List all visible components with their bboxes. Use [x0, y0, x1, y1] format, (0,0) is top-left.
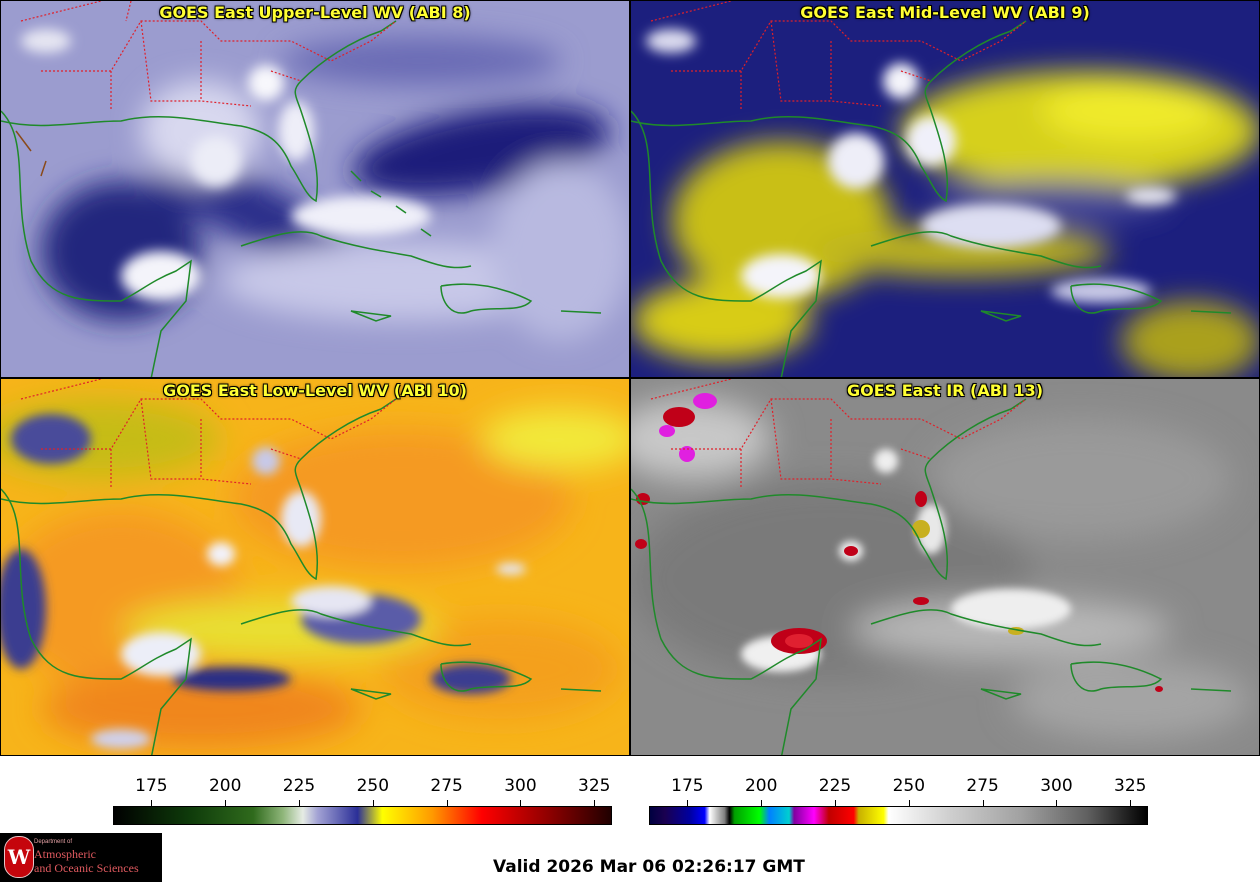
low-level-wv-image	[1, 379, 629, 755]
wv-tick-label: 275	[430, 776, 463, 796]
upper-level-wv-image	[1, 1, 629, 377]
logo-oceanic-text: and Oceanic Sciences	[34, 861, 139, 875]
wv-tick-mark	[225, 800, 227, 806]
panel-upper-level-wv: GOES East Upper-Level WV (ABI 8)	[0, 0, 630, 378]
ir-tick-label: 250	[892, 776, 926, 796]
wv-tick-label: 325	[578, 776, 611, 796]
panel-mid-level-wv: GOES East Mid-Level WV (ABI 9)	[630, 0, 1260, 378]
ir-tick-mark	[982, 800, 984, 806]
ir-tick-label: 200	[744, 776, 778, 796]
logo-department-text: Department of	[34, 839, 73, 845]
wv-tick-label: 300	[504, 776, 537, 796]
wv-tick-mark	[299, 800, 301, 806]
wv-tick-label: 250	[356, 776, 390, 796]
ir-tick-mark	[687, 800, 689, 806]
ir-colorbar	[649, 806, 1148, 825]
ir-image	[631, 379, 1259, 755]
ir-tick-label: 300	[1040, 776, 1073, 796]
aos-logo: W Department of Atmospheric and Oceanic …	[0, 833, 162, 882]
wv-tick-mark	[151, 800, 153, 806]
wv-tick-mark	[372, 800, 374, 806]
panel-low-level-wv: GOES East Low-Level WV (ABI 10)	[0, 378, 630, 756]
uw-seal-icon: W	[4, 836, 34, 878]
ir-tick-mark	[1056, 800, 1058, 806]
wv-tick-mark	[520, 800, 522, 806]
ir-tick-mark	[908, 800, 910, 806]
wv-tick-label: 200	[208, 776, 242, 796]
ir-tick-mark	[1130, 800, 1132, 806]
wv-tick-mark	[446, 800, 448, 806]
ir-tick-mark	[835, 800, 837, 806]
ir-tick-label: 225	[818, 776, 852, 796]
panel-title-upper-level-wv: GOES East Upper-Level WV (ABI 8)	[159, 3, 471, 22]
panel-title-low-level-wv: GOES East Low-Level WV (ABI 10)	[163, 381, 467, 400]
ir-tick-label: 325	[1114, 776, 1147, 796]
panel-title-mid-level-wv: GOES East Mid-Level WV (ABI 9)	[800, 3, 1090, 22]
ir-tick-label: 175	[671, 776, 704, 796]
wv-colorbar	[113, 806, 612, 825]
ir-tick-mark	[761, 800, 763, 806]
wv-tick-mark	[594, 800, 596, 806]
panel-title-ir: GOES East IR (ABI 13)	[846, 381, 1044, 400]
mid-level-wv-image	[631, 1, 1259, 377]
valid-time: Valid 2026 Mar 06 02:26:17 GMT	[493, 857, 805, 877]
ir-tick-label: 275	[966, 776, 999, 796]
logo-atmospheric-text: Atmospheric	[34, 847, 96, 861]
wv-tick-label: 225	[282, 776, 316, 796]
panel-ir: GOES East IR (ABI 13)	[630, 378, 1260, 756]
wv-tick-label: 175	[135, 776, 168, 796]
